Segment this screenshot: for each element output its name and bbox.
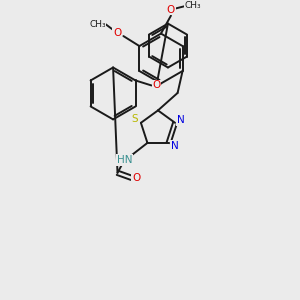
Text: O: O xyxy=(152,80,160,91)
Text: O: O xyxy=(132,173,141,183)
Text: CH₃: CH₃ xyxy=(184,1,201,10)
Text: CH₃: CH₃ xyxy=(89,20,106,28)
Text: N: N xyxy=(177,115,185,125)
Text: O: O xyxy=(167,4,175,15)
Text: HN: HN xyxy=(117,155,132,165)
Text: N: N xyxy=(171,141,178,151)
Text: S: S xyxy=(132,114,138,124)
Text: O: O xyxy=(113,28,122,38)
